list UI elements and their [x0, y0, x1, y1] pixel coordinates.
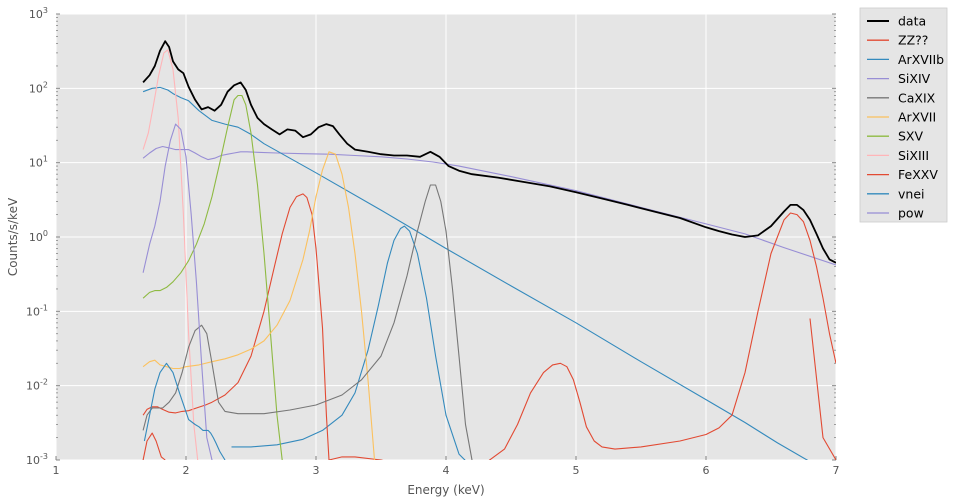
y-tick-label: 10-1 [26, 303, 48, 318]
y-axis-label: Counts/s/keV [6, 197, 20, 276]
series-line-fexxv-mid-blue [231, 225, 466, 460]
legend-label: FeXXV [898, 167, 938, 182]
x-tick-label: 7 [833, 464, 840, 477]
y-tick-exponent: 0 [43, 229, 48, 238]
y-tick-label: 102 [29, 80, 48, 95]
series-line-sxv [142, 94, 283, 460]
y-tick-label: 10-2 [26, 378, 48, 393]
series-line-sixiv [142, 123, 213, 460]
x-tick-label: 1 [53, 464, 60, 477]
y-tick-base: 10 [26, 454, 40, 467]
series-line-fexxv [142, 193, 330, 460]
y-tick-base: 10 [29, 82, 43, 95]
series-line-data [142, 40, 836, 264]
y-tick-exponent: -1 [40, 303, 48, 312]
legend-label: data [898, 14, 926, 29]
legend-label: SXV [898, 129, 923, 144]
legend-label: ZZ?? [898, 33, 928, 48]
x-tick-label: 5 [573, 464, 580, 477]
series-line-zz- [809, 318, 836, 460]
legend-label: SiXIII [898, 148, 929, 163]
y-tick-base: 10 [26, 305, 40, 318]
series-line-arxvii [142, 151, 376, 460]
y-tick-base: 10 [29, 8, 43, 21]
x-axis-label: Energy (keV) [407, 483, 484, 497]
x-tick-label: 4 [443, 464, 450, 477]
y-tick-label: 100 [29, 229, 48, 244]
series-line-caxix [142, 184, 473, 460]
series-line-fexxv-low [142, 432, 166, 460]
legend-label: CaXIX [898, 90, 936, 105]
legend-label: ArXVII [898, 110, 936, 125]
y-tick-exponent: 3 [43, 6, 48, 15]
legend-label: vnei [898, 186, 924, 201]
legend-label: pow [898, 206, 924, 221]
y-tick-base: 10 [29, 231, 43, 244]
series-line-vnei [142, 86, 809, 460]
legend: data ZZ?? ArXVIIb SiXIV CaXIX ArXVII SXV SiXIII… [859, 7, 948, 223]
x-tick-label: 6 [703, 464, 710, 477]
y-tick-label: 103 [29, 6, 48, 21]
series-group [142, 40, 836, 460]
series-line-arxviib [143, 362, 226, 460]
legend-box [859, 7, 948, 223]
y-tick-exponent: -2 [40, 378, 48, 387]
series-line-fexxv-mid [328, 212, 836, 460]
y-tick-exponent: -3 [40, 452, 48, 461]
x-tick-label: 3 [313, 464, 320, 477]
y-tick-exponent: 1 [43, 155, 48, 164]
legend-label: SiXIV [898, 71, 931, 86]
x-tick-label: 2 [183, 464, 190, 477]
legend-label: ArXVIIb [898, 52, 944, 67]
y-tick-exponent: 2 [43, 80, 48, 89]
y-tick-label: 10-3 [26, 452, 48, 467]
y-tick-base: 10 [26, 380, 40, 393]
x-axis-ticks: 1 2 3 4 5 6 7 [53, 456, 840, 477]
series-line-sixiii [142, 49, 199, 460]
series-line-pow [142, 145, 836, 266]
y-tick-label: 101 [29, 155, 48, 170]
y-tick-base: 10 [29, 157, 43, 170]
